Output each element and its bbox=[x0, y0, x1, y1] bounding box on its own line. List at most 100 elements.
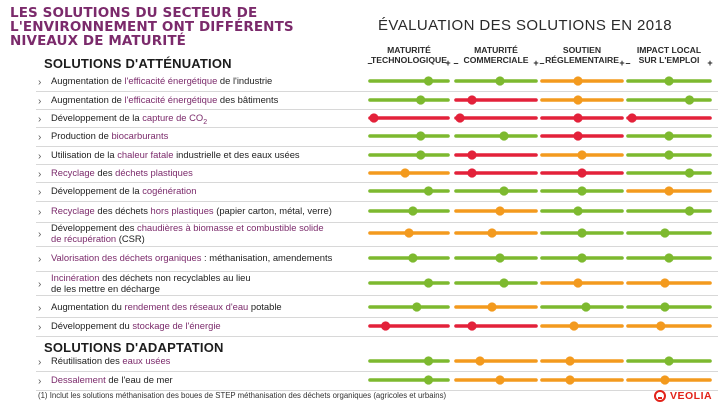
solution-label-highlight: cogénération bbox=[142, 185, 197, 196]
solution-label-text: (CSR) bbox=[116, 233, 145, 245]
main-title-line-3: NIVEAUX DE MATURITÉ bbox=[10, 33, 186, 49]
rating-dot bbox=[660, 375, 670, 385]
solution-label: Augmentation du rendement des réseaux d'… bbox=[51, 301, 369, 312]
veolia-logo: VEOLIA bbox=[654, 389, 724, 405]
solution-label-text: des bbox=[94, 167, 116, 178]
rating-dot bbox=[684, 168, 695, 178]
main-title: LES SOLUTIONS DU SECTEUR DE L'ENVIRONNEM… bbox=[10, 6, 350, 48]
rating-dot bbox=[565, 375, 575, 385]
bullet-chevron-icon: › bbox=[38, 151, 42, 162]
rating-dot bbox=[475, 356, 485, 366]
solution-label: Développement du stockage de l'énergie bbox=[51, 320, 369, 331]
bullet-chevron-icon: › bbox=[38, 254, 42, 265]
rating-dot bbox=[656, 321, 666, 331]
solution-label-text: (papier carton, métal, verre) bbox=[213, 205, 332, 216]
rating-dot bbox=[416, 150, 426, 160]
solution-label-text: Développement des bbox=[51, 222, 137, 233]
rating-dot bbox=[577, 150, 587, 160]
rating-dot bbox=[467, 95, 477, 105]
solution-label: Recyclage des déchets hors plastiques (p… bbox=[51, 205, 369, 216]
rating-dot bbox=[664, 253, 674, 263]
bullet-chevron-icon: › bbox=[38, 376, 42, 387]
solution-label-text: des déchets non recyclables au lieu bbox=[99, 272, 251, 283]
rating-dot bbox=[573, 76, 583, 86]
rating-dot bbox=[565, 356, 575, 366]
bullet-chevron-icon: › bbox=[38, 357, 42, 368]
rating-dot bbox=[423, 76, 434, 86]
solution-label-text: Développement du bbox=[51, 320, 133, 331]
veolia-logo-text: VEOLIA bbox=[670, 390, 713, 402]
rating-dot bbox=[467, 150, 477, 160]
bullet-chevron-icon: › bbox=[38, 207, 42, 218]
section-heading-adaptation: SOLUTIONS D'ADAPTATION bbox=[44, 340, 224, 355]
rating-dot bbox=[487, 302, 497, 312]
rating-dot bbox=[412, 302, 422, 312]
solution-label: Valorisation des déchets organiques : mé… bbox=[51, 252, 369, 263]
solution-label-text: de l'eau de mer bbox=[105, 374, 173, 385]
solution-label-highlight: l'efficacité énergétique bbox=[124, 75, 218, 86]
solution-label-text: industrielle et des eaux usées bbox=[173, 149, 300, 160]
solution-label-highlight: chaudières à biomasse et combustible sol… bbox=[137, 222, 324, 233]
rating-dot bbox=[499, 278, 509, 288]
column-header-line-2: SUR L'EMPLOI bbox=[638, 54, 700, 65]
rating-dot bbox=[660, 228, 670, 238]
column-header-line-2: COMMERCIALE bbox=[463, 54, 529, 65]
column-header-line-2: RÉGLEMENTAIRE bbox=[545, 54, 619, 65]
solution-label-text: Augmentation de bbox=[51, 75, 125, 86]
rating-dot bbox=[495, 375, 505, 385]
rating-dot bbox=[569, 321, 579, 331]
row-separator bbox=[36, 371, 718, 372]
rating-dot bbox=[627, 113, 637, 123]
solution-label-highlight: déchets plastiques bbox=[115, 167, 193, 178]
column-header-line-1: IMPACT LOCAL bbox=[636, 45, 702, 55]
bullet-chevron-icon: › bbox=[38, 229, 42, 240]
solution-label-highlight: Incinération bbox=[51, 272, 100, 283]
solution-label: Recyclage des déchets plastiques bbox=[51, 167, 369, 178]
solution-label: Dessalement de l'eau de mer bbox=[51, 374, 369, 385]
column-header-3: SOUTIEN RÉGLEMENTAIRE bbox=[536, 45, 628, 65]
solution-label-highlight: rendement des réseaux d'eau bbox=[124, 301, 249, 312]
solution-label: Augmentation de l'efficacité énergétique… bbox=[51, 75, 369, 86]
solution-label: Utilisation de la chaleur fatale industr… bbox=[51, 149, 369, 160]
row-separator bbox=[36, 222, 718, 223]
solution-label: Développement de la capture de CO2 bbox=[51, 112, 369, 128]
row-separator bbox=[36, 127, 718, 128]
footnote: (1) Inclut les solutions méthanisation d… bbox=[38, 391, 447, 400]
scale-minus-sign: – bbox=[367, 58, 373, 68]
rating-dot bbox=[404, 228, 414, 238]
row-separator bbox=[36, 271, 718, 272]
rating-dot bbox=[408, 253, 418, 263]
scale-plus-sign: + bbox=[707, 58, 713, 68]
rating-dot bbox=[423, 375, 434, 385]
column-header-4: IMPACT LOCAL SUR L'EMPLOI bbox=[623, 45, 715, 65]
rating-dot bbox=[381, 321, 391, 331]
solution-label-highlight: l'efficacité énergétique bbox=[124, 94, 218, 105]
rating-dot bbox=[660, 302, 670, 312]
rating-dot bbox=[660, 278, 670, 288]
solution-label-highlight: biocarburants bbox=[111, 130, 169, 141]
solution-label-highlight: stockage de l'énergie bbox=[132, 320, 221, 331]
scale-minus-sign: – bbox=[453, 58, 459, 68]
rating-dot bbox=[664, 76, 674, 86]
bullet-chevron-icon: › bbox=[38, 169, 42, 180]
column-header-line-1: MATURITÉ bbox=[474, 45, 518, 55]
rating-dot bbox=[423, 278, 434, 288]
row-separator bbox=[36, 109, 718, 110]
rating-dot bbox=[487, 228, 497, 238]
rating-dot bbox=[416, 131, 426, 141]
rating-dot bbox=[573, 113, 583, 123]
row-separator bbox=[36, 91, 718, 92]
bullet-chevron-icon: › bbox=[38, 322, 42, 333]
solution-label-highlight: Recyclage bbox=[51, 205, 95, 216]
rating-dot bbox=[581, 302, 591, 312]
bullet-chevron-icon: › bbox=[38, 77, 42, 88]
column-header-line-1: MATURITÉ bbox=[387, 45, 431, 55]
solution-label-text: Utilisation de la bbox=[51, 149, 118, 160]
row-separator bbox=[36, 295, 718, 296]
rating-dot bbox=[577, 168, 587, 178]
column-header-2: MATURITÉ COMMERCIALE bbox=[450, 45, 542, 65]
rating-dot bbox=[664, 186, 674, 196]
rating-dot bbox=[495, 206, 505, 216]
solution-label-highlight: eaux usées bbox=[122, 355, 171, 366]
bullet-chevron-icon: › bbox=[38, 132, 42, 143]
